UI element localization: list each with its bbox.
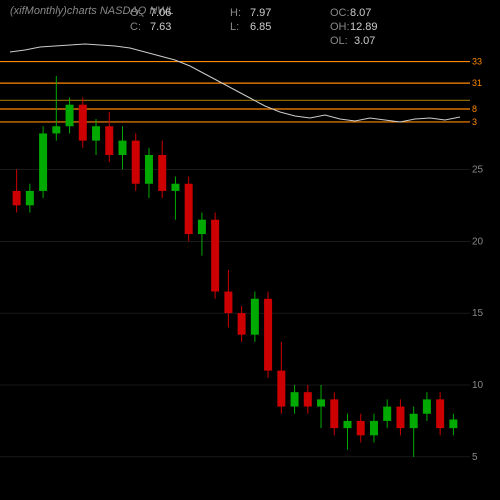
candle-body bbox=[13, 191, 21, 205]
candle-body bbox=[66, 105, 74, 127]
y-axis-label: 15 bbox=[472, 308, 484, 319]
candle-body bbox=[330, 399, 338, 428]
chart-background bbox=[0, 0, 500, 500]
stat-label-ol: OL: bbox=[330, 35, 348, 47]
candle-body bbox=[171, 184, 179, 191]
candle-body bbox=[158, 155, 166, 191]
candle-body bbox=[410, 414, 418, 428]
candle-body bbox=[251, 299, 259, 335]
candlestick-chart: (xifMonthly)charts NASDAQ NWLO: 7.06C: 7… bbox=[0, 0, 500, 500]
candle-body bbox=[423, 399, 431, 413]
candle-body bbox=[211, 220, 219, 292]
stat-value-oc: 8.07 bbox=[350, 7, 371, 19]
candle-body bbox=[145, 155, 153, 184]
candle-body bbox=[317, 399, 325, 406]
candle-body bbox=[132, 141, 140, 184]
candle-body bbox=[198, 220, 206, 234]
candle-body bbox=[304, 392, 312, 406]
candle-body bbox=[357, 421, 365, 435]
stat-value-low: 6.85 bbox=[250, 21, 271, 33]
stat-label-open: O: bbox=[130, 7, 142, 19]
stat-label-low: L: bbox=[230, 21, 239, 33]
hline-label: 33 bbox=[472, 57, 482, 67]
hline-label: 8 bbox=[472, 104, 477, 114]
hline-label: 3 bbox=[472, 117, 477, 127]
candle-body bbox=[39, 133, 47, 191]
y-axis-label: 25 bbox=[472, 164, 484, 175]
stat-label-oh: OH: bbox=[330, 21, 350, 33]
stat-value-high: 7.97 bbox=[250, 7, 271, 19]
candle-body bbox=[396, 407, 404, 429]
y-axis-label: 5 bbox=[472, 452, 478, 463]
y-axis-label: 20 bbox=[472, 236, 484, 247]
candle-body bbox=[119, 141, 127, 155]
stat-label-close: C: bbox=[130, 21, 141, 33]
candle-body bbox=[26, 191, 34, 205]
candle-body bbox=[436, 399, 444, 428]
candle-body bbox=[264, 299, 272, 371]
candle-body bbox=[185, 184, 193, 234]
candle-body bbox=[92, 126, 100, 140]
candle-body bbox=[79, 105, 87, 141]
stat-label-high: H: bbox=[230, 7, 241, 19]
candle-body bbox=[277, 371, 285, 407]
candle-body bbox=[383, 407, 391, 421]
candle-body bbox=[449, 420, 457, 429]
hline-label: 31 bbox=[472, 78, 482, 88]
stat-value-open: 7.06 bbox=[150, 7, 171, 19]
candle-body bbox=[291, 392, 299, 406]
stat-label-oc: OC: bbox=[330, 7, 350, 19]
y-axis-label: 10 bbox=[472, 380, 484, 391]
candle-body bbox=[344, 421, 352, 428]
stat-value-oh: 12.89 bbox=[350, 21, 378, 33]
candle-body bbox=[52, 126, 60, 133]
stat-value-ol: 3.07 bbox=[354, 35, 375, 47]
candle-body bbox=[224, 292, 232, 314]
candle-body bbox=[370, 421, 378, 435]
candle-body bbox=[238, 313, 246, 335]
chart-svg: (xifMonthly)charts NASDAQ NWLO: 7.06C: 7… bbox=[0, 0, 500, 500]
stat-value-close: 7.63 bbox=[150, 21, 171, 33]
candle-body bbox=[105, 126, 113, 155]
